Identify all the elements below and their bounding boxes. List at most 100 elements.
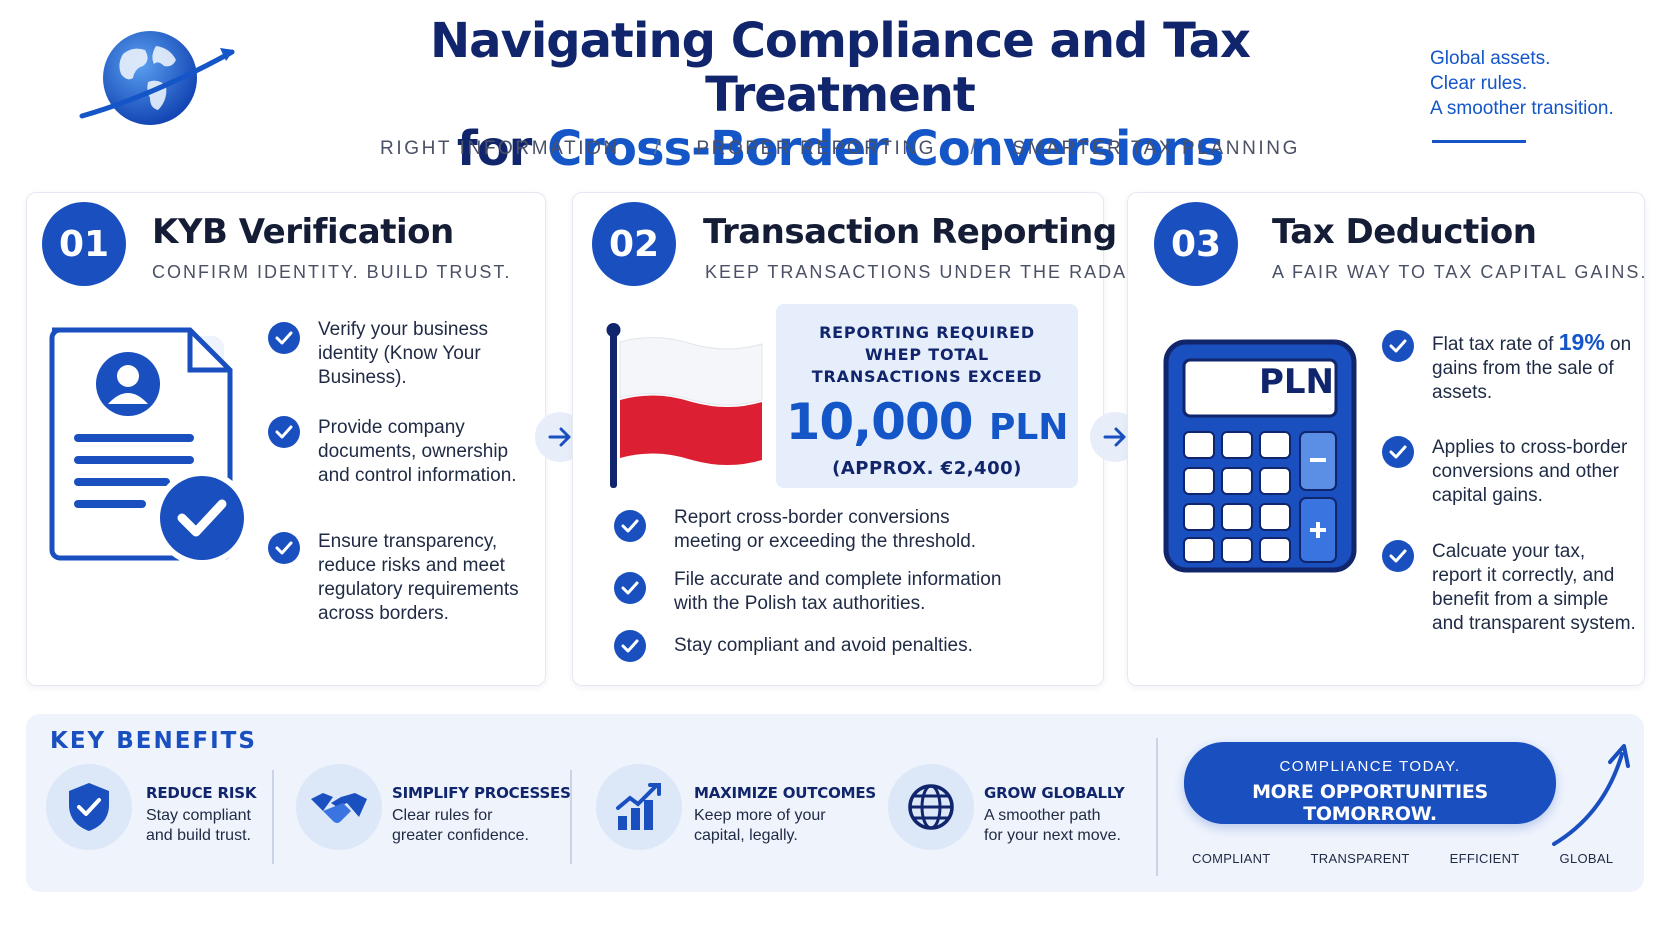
- list-item: Ensure transparency, reduce risks and me…: [318, 531, 519, 624]
- check-icon: [1382, 540, 1414, 572]
- list-item: Report cross-border conversions meeting …: [674, 507, 977, 552]
- subtitle-separator: /: [970, 138, 979, 159]
- calculator-icon: [1163, 339, 1357, 573]
- tagline: Global assets. Clear rules. A smoother t…: [1430, 46, 1660, 121]
- checkmark-icon: [1389, 549, 1407, 563]
- check-icon: [268, 416, 300, 448]
- threshold-currency: PLN: [988, 407, 1069, 448]
- shield-check-icon: [69, 783, 109, 831]
- benefit-icon-circle: [296, 764, 382, 850]
- tagline-line-2: Clear rules.: [1430, 73, 1528, 94]
- benefit-icon-circle: [46, 764, 132, 850]
- check-circle: [614, 510, 646, 542]
- benefit-title: GROW GLOBALLY: [984, 784, 1125, 802]
- title-line-2: for Cross-Border Conversions: [300, 122, 1380, 176]
- step-title: Transaction Reporting: [703, 212, 1117, 252]
- calculator-display: PLN: [1258, 362, 1334, 402]
- checkmark-icon: [621, 581, 639, 595]
- check-circle: [268, 532, 300, 564]
- checkmark-icon: [1389, 445, 1407, 459]
- benefit-desc-line: and build trust.: [146, 827, 251, 844]
- benefit-desc-line: Clear rules for: [392, 807, 493, 824]
- list-item: Verify your business identity (Know Your…: [318, 319, 489, 388]
- divider: [570, 770, 572, 864]
- title-line-2-prefix: for: [456, 121, 548, 177]
- list-item: Calcuate your tax, report it correctly, …: [1432, 541, 1636, 634]
- benefit-desc-line: capital, legally.: [694, 827, 798, 844]
- check-circle: [268, 322, 300, 354]
- cta-tag: GLOBAL: [1559, 850, 1614, 866]
- upward-arrow-icon: [1552, 744, 1630, 846]
- benefit-desc-line: for your next move.: [984, 827, 1121, 844]
- threshold-approx: (APPROX. €2,400): [832, 458, 1022, 479]
- subtitle-separator: /: [654, 138, 663, 159]
- document-check-icon: [49, 327, 250, 566]
- checkmark-icon: [275, 331, 293, 345]
- benefit-desc-line: Keep more of your: [694, 807, 826, 824]
- checkmark-icon: [275, 425, 293, 439]
- step-number-badge: 02: [592, 202, 676, 286]
- title-line-2-accent: Cross-Border Conversions: [547, 121, 1224, 177]
- cta-big-text: MORE OPPORTUNITIES TOMORROW.: [1252, 781, 1488, 825]
- divider: [1156, 738, 1158, 876]
- step-title: Tax Deduction: [1272, 212, 1537, 252]
- threshold-label: REPORTING REQUIRED WHEP TOTAL TRANSACTIO…: [811, 323, 1043, 386]
- benefit-desc-line: A smoother path: [984, 807, 1101, 824]
- checkmark-icon: [275, 541, 293, 555]
- check-circle: [614, 572, 646, 604]
- cta-banner: COMPLIANCE TODAY. MORE OPPORTUNITIES TOM…: [1184, 742, 1556, 825]
- threshold-amount: 10,000 PLN: [776, 392, 1078, 458]
- divider: [272, 770, 274, 864]
- benefit-desc: Keep more of your capital, legally.: [694, 806, 826, 846]
- step-title: KYB Verification: [152, 212, 454, 252]
- check-circle: [1382, 540, 1414, 572]
- cta-small-text: COMPLIANCE TODAY.: [1279, 758, 1461, 775]
- arrow-right-icon: [548, 427, 571, 447]
- benefit-desc-line: Stay compliant: [146, 807, 251, 824]
- benefit-title: REDUCE RISK: [146, 784, 257, 802]
- subtitle-item-3: SMARTER TAX PLANNING: [1012, 138, 1300, 159]
- threshold-amount-value: 10,000: [785, 393, 974, 451]
- growth-chart-icon: [616, 783, 661, 830]
- check-circle: [614, 630, 646, 662]
- list-item: File accurate and complete information w…: [674, 569, 1002, 614]
- subtitle-item-1: RIGHT INFORMATION: [380, 138, 620, 159]
- benefit-desc: Clear rules for greater confidence.: [392, 806, 529, 846]
- benefit-icon-circle: [596, 764, 682, 850]
- handshake-icon: [311, 793, 367, 823]
- globe-icon: [908, 784, 954, 830]
- list-item: Provide company documents, ownership and…: [318, 417, 517, 486]
- step-subtitle: KEEP TRANSACTIONS UNDER THE RADAR.: [705, 262, 1150, 282]
- benefit-desc: Stay compliant and build trust.: [146, 806, 251, 846]
- cta-tag: TRANSPARENT: [1310, 850, 1410, 866]
- list-item: Applies to cross-border conversions and …: [1432, 437, 1628, 506]
- step-number-badge: 01: [42, 202, 126, 286]
- check-circle: [1382, 436, 1414, 468]
- checkmark-icon: [621, 519, 639, 533]
- check-circle: [268, 416, 300, 448]
- tagline-line-1: Global assets.: [1430, 48, 1551, 69]
- benefit-desc: A smoother path for your next move.: [984, 806, 1121, 846]
- tagline-line-3: A smoother transition.: [1430, 98, 1614, 119]
- globe-logo-icon: [79, 31, 235, 125]
- list-item: Flat tax rate of 19% on gains from the s…: [1432, 330, 1632, 405]
- list-item: Stay compliant and avoid penalties.: [674, 635, 973, 656]
- check-icon: [614, 510, 646, 542]
- cta-tags: COMPLIANT TRANSPARENT EFFICIENT GLOBAL: [1182, 848, 1613, 868]
- checkmark-icon: [621, 639, 639, 653]
- benefit-icon-circle: [888, 764, 974, 850]
- arrow-right-icon: [1103, 427, 1126, 447]
- step-subtitle: CONFIRM IDENTITY. BUILD TRUST.: [152, 262, 512, 282]
- tax-rate-text-after: on gains from the sale of assets.: [1432, 334, 1632, 403]
- benefit-title: SIMPLIFY PROCESSES: [392, 784, 571, 802]
- subtitle-item-2: PROPER REPORTING: [696, 138, 937, 159]
- check-icon: [268, 532, 300, 564]
- poland-flag-icon: [606, 323, 763, 488]
- step-subtitle: A FAIR WAY TO TAX CAPITAL GAINS.: [1272, 262, 1648, 282]
- step-number-badge: 03: [1154, 202, 1238, 286]
- check-icon: [614, 572, 646, 604]
- check-circle: [1382, 330, 1414, 362]
- page-title: Navigating Compliance and Tax Treatment …: [300, 14, 1380, 176]
- tagline-underline: [1432, 140, 1526, 143]
- checkmark-icon: [1389, 339, 1407, 353]
